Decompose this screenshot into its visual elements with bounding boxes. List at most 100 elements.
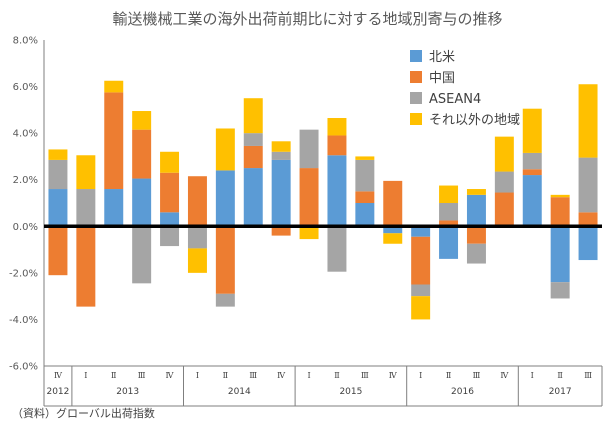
bar-segment bbox=[355, 203, 375, 227]
bar-segment bbox=[132, 129, 152, 179]
bar-segment bbox=[522, 169, 542, 176]
bar-segment bbox=[550, 194, 570, 198]
x-tick-label: Ⅰ bbox=[531, 371, 534, 380]
bar-segment bbox=[466, 194, 486, 227]
bar-segment bbox=[522, 152, 542, 170]
bar-segment bbox=[48, 226, 68, 276]
bar-segment bbox=[439, 185, 459, 203]
x-tick-label: Ⅰ bbox=[196, 371, 199, 380]
year-label: 2015 bbox=[339, 387, 362, 397]
bar-segment bbox=[411, 236, 431, 285]
bar-segment bbox=[160, 212, 180, 227]
year-label: 2014 bbox=[228, 387, 251, 397]
bar-segment bbox=[132, 111, 152, 130]
legend-label: 中国 bbox=[429, 71, 455, 86]
legend-label: ASEAN4 bbox=[429, 92, 481, 107]
bar-segment bbox=[327, 118, 347, 136]
y-tick-label: -6.0% bbox=[9, 362, 38, 373]
bar-segment bbox=[104, 189, 124, 227]
x-tick-label: Ⅰ bbox=[419, 371, 422, 380]
bar-segment bbox=[411, 284, 431, 297]
legend-swatch bbox=[410, 71, 422, 83]
bar-segment bbox=[243, 98, 263, 134]
bar-segment bbox=[578, 84, 598, 158]
x-tick-label: Ⅱ bbox=[111, 371, 116, 380]
bar-segment bbox=[299, 226, 319, 240]
x-tick-label: Ⅱ bbox=[223, 371, 228, 380]
x-tick-label: Ⅳ bbox=[389, 371, 398, 380]
x-tick-label: Ⅰ bbox=[84, 371, 87, 380]
bar-segment bbox=[104, 80, 124, 93]
bar-segment bbox=[243, 168, 263, 227]
bar-segment bbox=[271, 159, 291, 227]
x-tick-label: Ⅰ bbox=[307, 371, 310, 380]
legend-swatch bbox=[410, 113, 422, 125]
bar-segment bbox=[299, 129, 319, 169]
x-tick-label: Ⅱ bbox=[557, 371, 562, 380]
bar-segment bbox=[76, 189, 96, 227]
bar-segment bbox=[76, 155, 96, 190]
x-tick-label: Ⅳ bbox=[277, 371, 286, 380]
bar-segment bbox=[187, 176, 207, 227]
x-tick-label: Ⅳ bbox=[54, 371, 63, 380]
bar-segment bbox=[522, 175, 542, 227]
bar-segment bbox=[355, 156, 375, 160]
bar-segment bbox=[243, 145, 263, 169]
bar-segment bbox=[578, 157, 598, 213]
bar-segment bbox=[550, 197, 570, 227]
bar-segment bbox=[439, 203, 459, 221]
bar-segment bbox=[160, 151, 180, 173]
bar-segment bbox=[271, 141, 291, 152]
bar-segment bbox=[243, 133, 263, 146]
bar-segment bbox=[383, 233, 403, 244]
bar-segment bbox=[494, 192, 514, 226]
y-tick-label: 0.0% bbox=[13, 222, 38, 233]
bar-segment bbox=[187, 248, 207, 273]
x-tick-label: Ⅲ bbox=[249, 371, 257, 380]
y-tick-label: 4.0% bbox=[13, 129, 38, 140]
bar-segment bbox=[522, 108, 542, 153]
bar-segment bbox=[271, 151, 291, 160]
source-note: （資料）グローバル出荷指数 bbox=[12, 407, 155, 420]
bar-segment bbox=[132, 226, 152, 284]
bar-segment bbox=[578, 212, 598, 227]
year-label: 2012 bbox=[46, 387, 69, 397]
y-tick-label: 6.0% bbox=[13, 82, 38, 93]
bar-segment bbox=[411, 296, 431, 320]
bar-segment bbox=[215, 128, 235, 171]
y-tick-label: -4.0% bbox=[9, 315, 38, 326]
bar-segment bbox=[383, 226, 403, 234]
bar-segment bbox=[550, 282, 570, 299]
chart-title: 輸送機械工業の海外出荷前期比に対する地域別寄与の推移 bbox=[112, 10, 503, 28]
bar-segment bbox=[466, 189, 486, 195]
bar-segment bbox=[466, 243, 486, 264]
bar-segment bbox=[187, 226, 207, 249]
bar-segment bbox=[550, 226, 570, 283]
x-tick-label: Ⅱ bbox=[334, 371, 339, 380]
x-tick-label: Ⅲ bbox=[138, 371, 146, 380]
bar-segment bbox=[355, 191, 375, 203]
bar-segment bbox=[271, 226, 291, 236]
year-label: 2017 bbox=[549, 387, 572, 397]
bar-segment bbox=[132, 178, 152, 227]
bar-segment bbox=[104, 92, 124, 190]
bar-segment bbox=[215, 226, 235, 294]
bar-segment bbox=[494, 171, 514, 193]
bar-segment bbox=[327, 226, 347, 272]
bar-segment bbox=[411, 226, 431, 237]
bar-segment bbox=[327, 135, 347, 156]
bar-segment bbox=[48, 189, 68, 227]
bar-segment bbox=[439, 226, 459, 259]
bar-segment bbox=[327, 155, 347, 227]
bar-segment bbox=[160, 172, 180, 213]
y-tick-label: -2.0% bbox=[9, 268, 38, 279]
legend-label: 北米 bbox=[429, 50, 455, 65]
bar-segment bbox=[215, 170, 235, 227]
bar-segment bbox=[494, 136, 514, 172]
year-label: 2013 bbox=[116, 387, 139, 397]
x-tick-label: Ⅱ bbox=[446, 371, 451, 380]
bar-segment bbox=[48, 149, 68, 160]
x-tick-label: Ⅲ bbox=[473, 371, 481, 380]
x-tick-label: Ⅳ bbox=[500, 371, 509, 380]
